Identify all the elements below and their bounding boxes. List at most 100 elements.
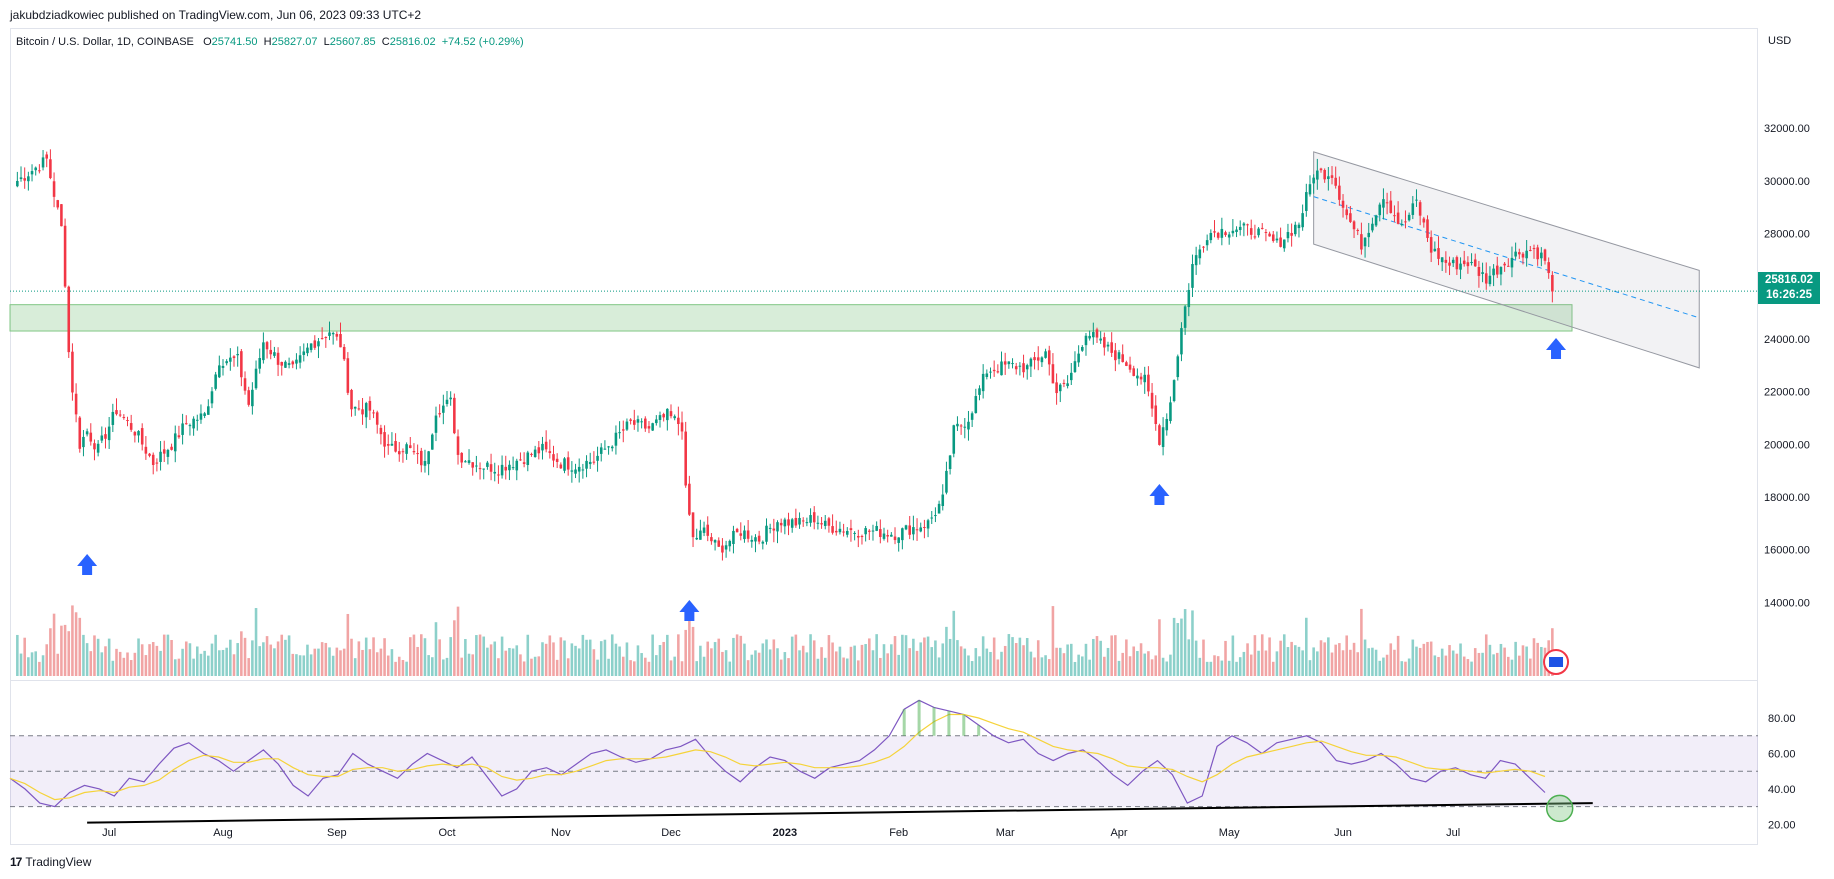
- candle-body: [853, 532, 856, 534]
- candle-body: [1139, 376, 1143, 380]
- volume-bar: [408, 637, 412, 676]
- candle-body: [1007, 361, 1011, 365]
- candle-body: [159, 451, 162, 462]
- candle-body: [460, 452, 463, 463]
- currency-label: USD: [1768, 35, 1791, 47]
- candle-body: [765, 525, 768, 542]
- volume-bar: [695, 661, 698, 676]
- volume-bar: [133, 652, 137, 676]
- volume-bar: [280, 634, 284, 676]
- volume-bar: [1525, 646, 1528, 676]
- candle-body: [93, 443, 96, 450]
- candle-body: [508, 464, 511, 471]
- candle-body: [1319, 168, 1323, 171]
- volume-bar: [335, 647, 339, 676]
- candle-body: [1040, 357, 1044, 363]
- tradingview-brand[interactable]: 17 TradingView: [10, 855, 91, 869]
- volume-bar: [1426, 641, 1429, 676]
- candle-body: [625, 421, 629, 430]
- candle-body: [879, 529, 882, 537]
- volume-bar: [724, 650, 728, 676]
- candle-body: [1205, 240, 1209, 246]
- volume-bar: [662, 641, 665, 676]
- volume-bar: [1180, 618, 1183, 676]
- volume-bar: [438, 639, 441, 676]
- candle-body: [1525, 250, 1528, 259]
- volume-bar: [82, 634, 85, 676]
- volume-bar: [313, 648, 317, 676]
- candle-body: [721, 545, 724, 553]
- candle-body: [1396, 212, 1400, 224]
- volume-bar: [1117, 660, 1121, 676]
- volume-bar: [1018, 637, 1022, 676]
- volume-bar: [919, 642, 923, 676]
- volume-bar: [592, 649, 596, 676]
- candle-body: [464, 461, 467, 463]
- volume-bar: [1510, 659, 1514, 676]
- time-tick-label: Dec: [661, 827, 681, 839]
- volume-bar: [812, 640, 816, 676]
- volume-bar: [1099, 640, 1102, 676]
- candle-body: [115, 410, 118, 415]
- volume-bar: [901, 634, 904, 676]
- candle-body: [1235, 229, 1238, 233]
- rsi-axis: 80.00 60.00 40.00 20.00: [1768, 713, 1796, 831]
- volume-bar: [1514, 641, 1517, 676]
- volume-bar: [1183, 609, 1187, 676]
- volume-bar: [1415, 646, 1418, 676]
- candle-body: [1062, 382, 1066, 384]
- candle-body: [1150, 392, 1154, 409]
- volume-bar: [1235, 661, 1238, 676]
- volume-bar: [735, 634, 739, 676]
- symbol-title[interactable]: Bitcoin / U.S. Dollar, 1D, COINBASE: [16, 36, 194, 48]
- candle-body: [364, 403, 368, 418]
- volume-bar: [497, 658, 500, 676]
- volume-bar: [1011, 637, 1014, 676]
- volume-bar: [1136, 651, 1139, 676]
- volume-bar: [934, 640, 937, 676]
- candle-body: [1025, 365, 1029, 370]
- candle-body: [776, 522, 779, 532]
- volume-bar: [265, 636, 269, 676]
- volume-bar: [107, 638, 111, 676]
- volume-bar: [104, 646, 107, 676]
- rsi-tick-label: 80.00: [1768, 713, 1796, 725]
- volume-bar: [1158, 619, 1161, 676]
- volume-bar: [416, 646, 419, 676]
- candle-body: [60, 204, 63, 227]
- volume-bar: [1481, 652, 1484, 676]
- candle-body: [522, 462, 526, 464]
- volume-bar: [688, 604, 691, 676]
- volume-bar: [342, 648, 346, 676]
- candle-body: [482, 468, 486, 470]
- candle-body: [912, 527, 915, 535]
- candle-body: [941, 494, 945, 507]
- candle-body: [379, 427, 383, 435]
- up-arrow-icon: [1546, 338, 1567, 359]
- volume-bar: [1213, 655, 1216, 676]
- candle-body: [1003, 361, 1007, 365]
- candle-body: [787, 519, 790, 526]
- candle-body: [834, 530, 838, 533]
- pane-separator[interactable]: [10, 680, 1758, 681]
- volume-bar: [489, 644, 493, 676]
- candle-body: [1433, 248, 1437, 252]
- volume-bar: [655, 655, 658, 676]
- candle-body: [1191, 264, 1194, 288]
- volume-bar: [60, 625, 63, 676]
- candle-body: [919, 527, 923, 532]
- volume-bar: [456, 606, 460, 676]
- candle-body: [1238, 226, 1242, 231]
- candle-body: [570, 470, 574, 472]
- candle-body: [1477, 266, 1481, 276]
- candle-body: [871, 530, 875, 532]
- volume-bar: [923, 637, 926, 676]
- volume-bar: [1271, 661, 1275, 676]
- volume-bar: [1312, 647, 1315, 676]
- candle-body: [52, 181, 56, 197]
- volume-bar: [115, 648, 118, 676]
- candle-body: [89, 432, 93, 442]
- volume-bar: [309, 654, 313, 676]
- candle-body: [254, 368, 258, 389]
